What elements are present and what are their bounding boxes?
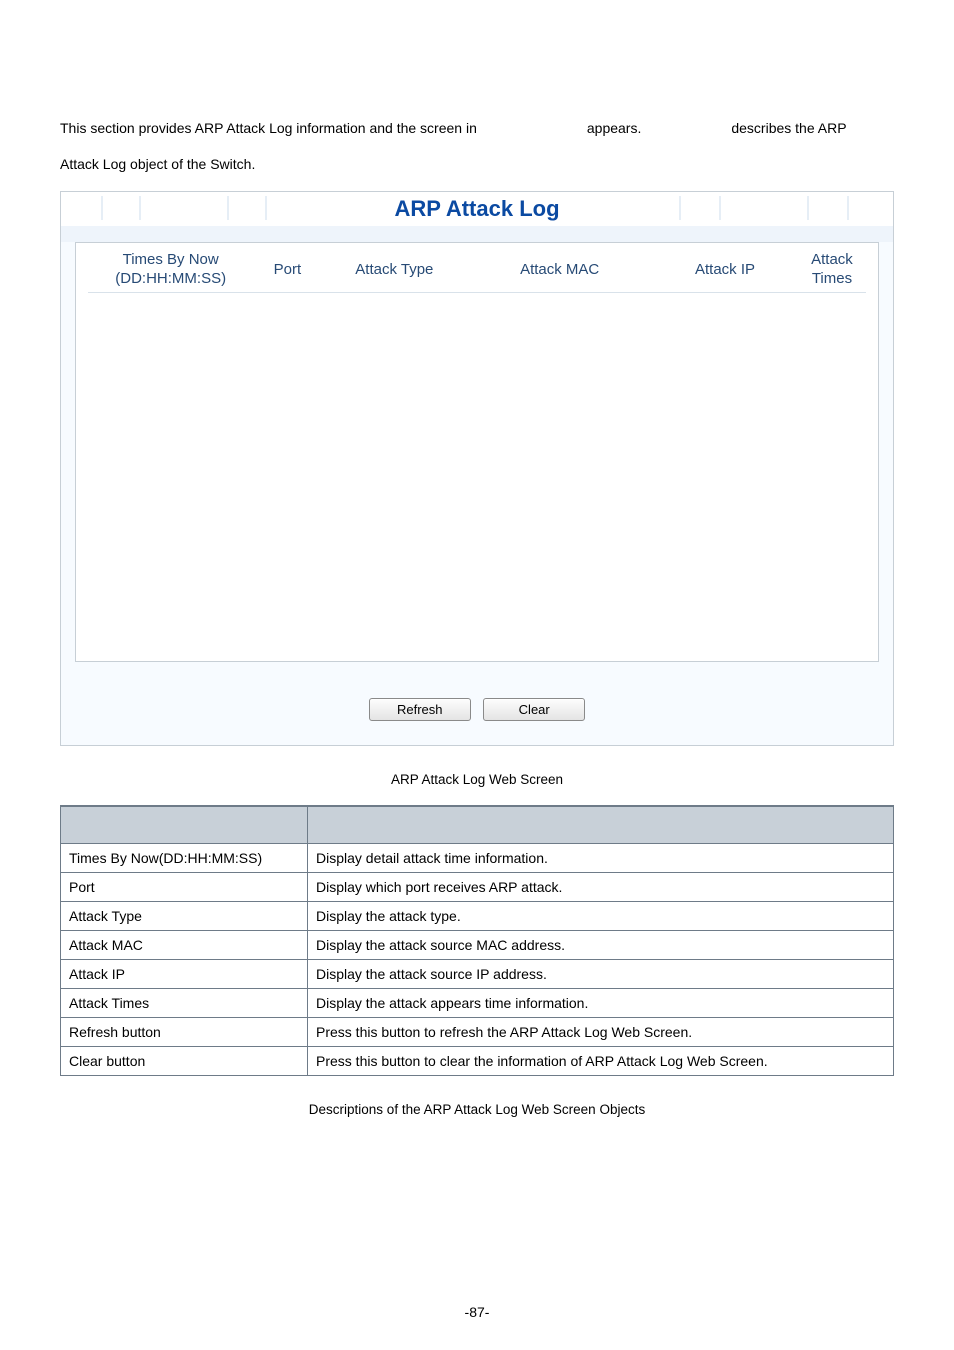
- button-row: Refresh Clear: [61, 678, 893, 745]
- description-cell: Display the attack source MAC address.: [308, 930, 894, 959]
- intro-seg3: describes the ARP: [731, 110, 846, 146]
- intro-line2: Attack Log object of the Switch.: [60, 146, 894, 182]
- object-cell: Times By Now(DD:HH:MM:SS): [61, 843, 308, 872]
- col-attack-type: Attack Type: [321, 251, 467, 278]
- desc-header-description: [308, 806, 894, 844]
- object-cell: Refresh button: [61, 1017, 308, 1046]
- page-number: -87-: [0, 1304, 954, 1320]
- description-cell: Display the attack source IP address.: [308, 959, 894, 988]
- table-row: Attack MACDisplay the attack source MAC …: [61, 930, 894, 959]
- description-table: Times By Now(DD:HH:MM:SS)Display detail …: [60, 805, 894, 1076]
- col-attack-ip: Attack IP: [652, 251, 798, 278]
- description-cell: Display detail attack time information.: [308, 843, 894, 872]
- figure-caption-1: ARP Attack Log Web Screen: [60, 772, 894, 787]
- intro-text: This section provides ARP Attack Log inf…: [60, 110, 894, 183]
- table-row: Times By Now(DD:HH:MM:SS)Display detail …: [61, 843, 894, 872]
- object-cell: Attack MAC: [61, 930, 308, 959]
- col-attack-mac: Attack MAC: [467, 251, 652, 278]
- desc-tbody: Times By Now(DD:HH:MM:SS)Display detail …: [61, 843, 894, 1075]
- description-cell: Display the attack appears time informat…: [308, 988, 894, 1017]
- figure-caption-2: Descriptions of the ARP Attack Log Web S…: [60, 1102, 894, 1117]
- table-row: Clear buttonPress this button to clear t…: [61, 1046, 894, 1075]
- description-cell: Display which port receives ARP attack.: [308, 872, 894, 901]
- table-row: Attack TypeDisplay the attack type.: [61, 901, 894, 930]
- col-times-by-now: Times By Now (DD:HH:MM:SS): [88, 251, 253, 289]
- clear-button[interactable]: Clear: [483, 698, 585, 721]
- object-cell: Port: [61, 872, 308, 901]
- column-headers: Times By Now (DD:HH:MM:SS) Port Attack T…: [88, 251, 866, 294]
- col-attack-times: Attack Times: [798, 251, 866, 289]
- log-table-area: Times By Now (DD:HH:MM:SS) Port Attack T…: [75, 242, 879, 662]
- title-tick: [679, 196, 681, 220]
- description-cell: Press this button to refresh the ARP Att…: [308, 1017, 894, 1046]
- title-tick: [719, 196, 721, 220]
- description-cell: Display the attack type.: [308, 901, 894, 930]
- table-row: Attack TimesDisplay the attack appears t…: [61, 988, 894, 1017]
- title-tick: [807, 196, 809, 220]
- panel-title: ARP Attack Log: [394, 196, 559, 221]
- col-port: Port: [253, 251, 321, 278]
- object-cell: Clear button: [61, 1046, 308, 1075]
- object-cell: Attack Times: [61, 988, 308, 1017]
- table-row: Refresh buttonPress this button to refre…: [61, 1017, 894, 1046]
- description-cell: Press this button to clear the informati…: [308, 1046, 894, 1075]
- title-tick: [265, 196, 267, 220]
- object-cell: Attack Type: [61, 901, 308, 930]
- title-tick: [847, 196, 849, 220]
- intro-seg1: This section provides ARP Attack Log inf…: [60, 110, 477, 146]
- refresh-button[interactable]: Refresh: [369, 698, 471, 721]
- title-tick: [227, 196, 229, 220]
- table-row: PortDisplay which port receives ARP atta…: [61, 872, 894, 901]
- object-cell: Attack IP: [61, 959, 308, 988]
- intro-seg2: appears.: [587, 110, 641, 146]
- title-tick: [139, 196, 141, 220]
- arp-attack-log-panel: ARP Attack Log Times By Now (DD:HH:MM:SS…: [60, 191, 894, 746]
- title-tick: [101, 196, 103, 220]
- panel-title-bar: ARP Attack Log: [61, 192, 893, 226]
- table-row: Attack IPDisplay the attack source IP ad…: [61, 959, 894, 988]
- desc-header-object: [61, 806, 308, 844]
